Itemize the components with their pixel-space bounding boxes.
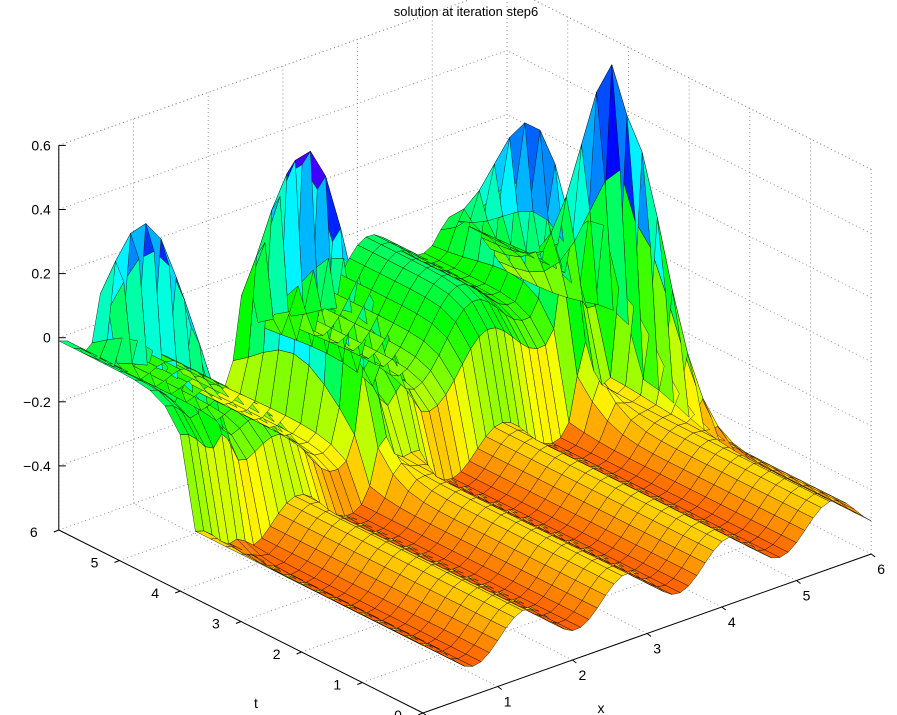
x-tick-label: 3	[653, 641, 661, 657]
t-tick	[114, 560, 120, 563]
z-tick-label: 0.2	[31, 266, 51, 282]
surface-patch	[58, 340, 83, 349]
x-tick-label: 6	[877, 561, 885, 577]
grid-sidewall-z	[533, 0, 872, 170]
t-tick-label: 1	[333, 677, 341, 693]
t-tick	[175, 590, 181, 594]
surface-patch	[839, 501, 864, 517]
t-tick-label: 0	[394, 707, 402, 715]
t-tick	[357, 682, 363, 685]
x-tick	[796, 580, 801, 584]
z-tick-label: 0	[43, 330, 51, 346]
grid-floor-t	[362, 523, 811, 683]
t-tick	[235, 621, 242, 624]
grid-backwall-z	[58, 0, 471, 146]
x-tick-label: 2	[579, 667, 587, 683]
t-axis-label: t	[254, 695, 258, 711]
axes	[53, 144, 876, 715]
grid-top-edge	[533, 0, 872, 170]
t-tick	[53, 529, 59, 533]
z-tick-label: 0.6	[31, 137, 51, 153]
z-tick-label: 0.4	[31, 202, 51, 218]
grid-top-edge	[58, 0, 471, 146]
tick-labels: 012345601234560.60.40.20−0.2−0.4	[23, 137, 885, 715]
x-axis-label: x	[598, 700, 605, 715]
t-tick	[296, 651, 302, 655]
chart-title: solution at iteration step6	[394, 4, 539, 19]
x-tick-label: 5	[803, 588, 811, 604]
z-tick-label: −0.4	[23, 458, 51, 474]
grid-backwall-z	[58, 178, 508, 339]
t-tick-label: 2	[273, 646, 281, 662]
grid-backwall-z	[58, 114, 508, 275]
x-tick	[721, 606, 727, 611]
t-tick-label: 4	[151, 585, 159, 601]
surface-mesh	[58, 63, 872, 667]
t-tick-label: 5	[91, 555, 99, 571]
x-tick	[497, 686, 503, 690]
t-tick-label: 3	[212, 616, 220, 632]
x-tick	[646, 633, 652, 637]
x-tick-label: 1	[504, 694, 512, 710]
t-tick-label: 6	[30, 524, 38, 540]
x-tick	[572, 659, 577, 664]
x-tick	[870, 553, 876, 558]
x-tick-label: 4	[728, 614, 736, 630]
z-tick-label: −0.2	[23, 394, 51, 410]
grid-backwall-z	[58, 50, 508, 210]
